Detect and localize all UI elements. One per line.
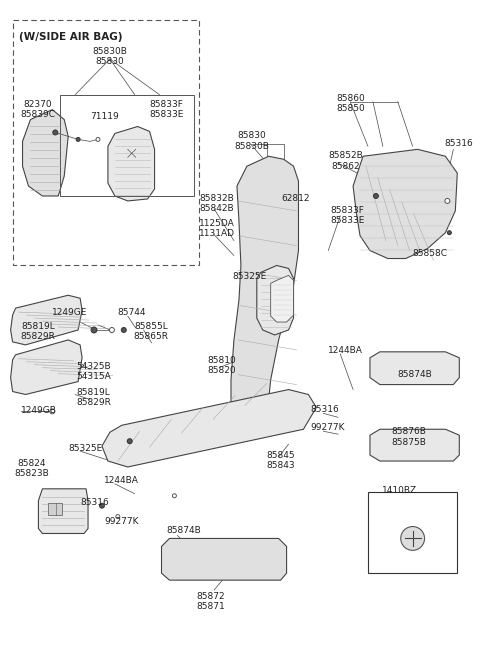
Text: 85833F
85833E: 85833F 85833E: [150, 100, 184, 119]
Text: 85874B: 85874B: [398, 370, 432, 379]
Polygon shape: [231, 156, 299, 439]
Circle shape: [50, 409, 55, 414]
Text: 85855L
85865R: 85855L 85865R: [134, 322, 168, 341]
Circle shape: [76, 137, 80, 142]
Circle shape: [121, 327, 126, 333]
Text: 85832B
85842B: 85832B 85842B: [199, 194, 234, 213]
Circle shape: [96, 137, 100, 142]
Text: 85810
85820: 85810 85820: [207, 356, 236, 375]
Polygon shape: [370, 429, 459, 461]
Text: 85852B
85862: 85852B 85862: [328, 152, 363, 171]
Circle shape: [53, 130, 58, 135]
Bar: [368, 492, 457, 573]
Polygon shape: [161, 539, 287, 580]
Circle shape: [116, 514, 120, 519]
Polygon shape: [48, 502, 62, 514]
Text: 85824
85823B: 85824 85823B: [14, 459, 49, 478]
Text: 1244BA: 1244BA: [328, 346, 363, 355]
Polygon shape: [11, 340, 82, 394]
Text: 85860
85850: 85860 85850: [336, 94, 365, 113]
Text: 1410BZ: 1410BZ: [382, 486, 417, 495]
Polygon shape: [370, 352, 459, 384]
Text: 85316: 85316: [311, 405, 339, 415]
Text: 99277K: 99277K: [104, 517, 138, 525]
Text: 85316: 85316: [80, 498, 109, 506]
Circle shape: [127, 439, 132, 443]
Circle shape: [172, 494, 176, 498]
Text: (W/SIDE AIR BAG): (W/SIDE AIR BAG): [19, 32, 122, 42]
Polygon shape: [108, 127, 155, 201]
Text: 1125DA
1131AD: 1125DA 1131AD: [199, 219, 235, 238]
Circle shape: [91, 327, 97, 333]
Text: 62812: 62812: [282, 194, 310, 203]
Text: 85325E: 85325E: [232, 272, 266, 281]
Text: 85744: 85744: [118, 308, 146, 317]
Circle shape: [445, 199, 450, 203]
Circle shape: [401, 527, 424, 550]
Polygon shape: [102, 390, 316, 467]
Text: 85833F
85833E: 85833F 85833E: [330, 206, 365, 225]
Text: 85325E: 85325E: [68, 444, 102, 453]
Text: 85845
85843: 85845 85843: [267, 451, 295, 470]
Text: 82370
85839C: 82370 85839C: [21, 100, 56, 119]
Polygon shape: [11, 295, 82, 345]
Text: 85316: 85316: [444, 139, 473, 148]
Text: 1249GB: 1249GB: [21, 407, 57, 415]
Polygon shape: [271, 276, 294, 322]
Text: 85874B: 85874B: [167, 525, 201, 535]
Text: 85876B
85875B: 85876B 85875B: [392, 427, 427, 447]
Polygon shape: [257, 266, 294, 335]
Text: 85819L
85829R: 85819L 85829R: [76, 388, 111, 407]
Bar: [60, 94, 194, 196]
Text: 85830B
85830: 85830B 85830: [93, 47, 127, 66]
Text: 99277K: 99277K: [311, 423, 345, 432]
Text: 71119: 71119: [90, 112, 119, 121]
Bar: [12, 20, 199, 266]
Circle shape: [447, 231, 451, 235]
Circle shape: [109, 327, 114, 333]
Polygon shape: [23, 110, 68, 196]
Circle shape: [99, 503, 105, 508]
Text: 1244BA: 1244BA: [104, 476, 139, 485]
Text: 54325B
54315A: 54325B 54315A: [76, 361, 111, 381]
Text: 85830
85830B: 85830 85830B: [234, 131, 269, 151]
Polygon shape: [38, 489, 88, 533]
Text: 1249GE: 1249GE: [52, 308, 88, 317]
Text: 85819L
85829R: 85819L 85829R: [21, 322, 55, 341]
Circle shape: [373, 194, 378, 199]
Polygon shape: [353, 150, 457, 258]
Text: 85858C: 85858C: [413, 249, 448, 258]
Text: 85872
85871: 85872 85871: [197, 592, 226, 611]
